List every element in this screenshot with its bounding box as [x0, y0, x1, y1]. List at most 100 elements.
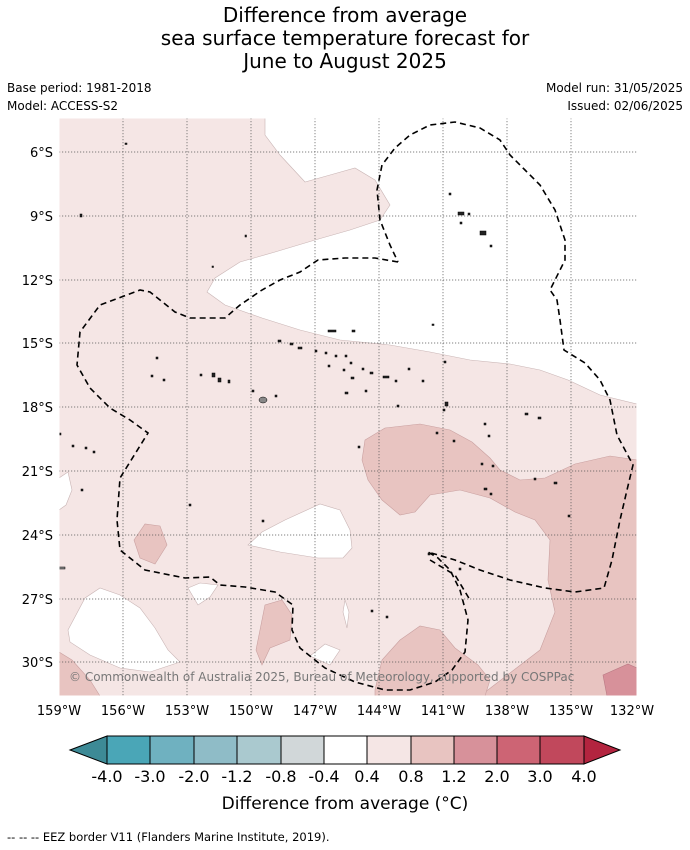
island [350, 376, 355, 380]
title-line-3: June to August 2025 [243, 49, 447, 73]
colorbar-outline [106, 735, 585, 765]
island [251, 389, 255, 393]
island [457, 211, 465, 216]
island [524, 412, 529, 416]
island [297, 346, 303, 350]
island [458, 567, 462, 571]
island [59, 432, 62, 436]
colorbar-label: -3.0 [134, 767, 165, 786]
island [211, 265, 214, 268]
island [188, 503, 192, 507]
lon-label: 144°W [357, 704, 401, 719]
island [370, 609, 374, 613]
island [442, 408, 446, 412]
island [227, 379, 231, 384]
island [244, 234, 247, 238]
neutral-region-small-4 [342, 599, 350, 629]
colorbar-swatch [324, 736, 367, 764]
island [327, 364, 331, 368]
colorbar-label: -4.0 [91, 767, 122, 786]
lon-label: 132°W [610, 704, 654, 719]
gridlines [59, 118, 637, 696]
title-line-2: sea surface temperature forecast for [160, 26, 530, 50]
lon-label: 150°W [229, 704, 273, 719]
lat-label: 12°S [22, 274, 53, 289]
warm-region-southwest-corner [59, 651, 101, 696]
lat-label: 30°S [22, 656, 53, 671]
island [394, 379, 398, 383]
island [199, 373, 203, 377]
island [162, 378, 166, 382]
chart-title: Difference from average sea surface temp… [0, 4, 690, 73]
lat-label: 15°S [22, 337, 53, 352]
islands [59, 142, 571, 619]
island [342, 368, 346, 372]
colorbar-label: -0.4 [308, 767, 339, 786]
island [71, 444, 75, 448]
island [261, 519, 265, 523]
island [431, 323, 435, 326]
island [92, 450, 96, 454]
model-run: Model run: 31/05/2025 [545, 81, 683, 95]
colorbar-swatch [194, 736, 237, 764]
island [448, 192, 452, 196]
colorbar-swatch [281, 736, 324, 764]
island [459, 221, 463, 225]
colorbar-label: 0.4 [354, 767, 379, 786]
neutral-region-north [206, 118, 637, 405]
neutral-region-small-1 [187, 582, 219, 606]
base-period: Base period: 1981-2018 [7, 81, 152, 95]
colorbar-swatch [454, 736, 497, 764]
island [421, 379, 425, 383]
island-tahiti [258, 396, 268, 404]
colorbar-label: 3.0 [527, 767, 552, 786]
eez-footnote: -- -- -- EEZ border V11 (Flanders Marine… [7, 830, 330, 844]
lat-label: 24°S [22, 529, 53, 544]
island [324, 351, 328, 355]
colorbar-swatch [68, 735, 108, 765]
colorbar-label: 1.2 [441, 767, 466, 786]
colorbar-label: 0.8 [398, 767, 423, 786]
lon-label: 147°W [293, 704, 337, 719]
colorbar-label: -1.2 [221, 767, 252, 786]
warm-region-south-center [374, 625, 491, 696]
island [357, 445, 361, 449]
island [327, 329, 337, 333]
island [155, 356, 159, 360]
island [334, 354, 338, 358]
island [491, 464, 495, 468]
issued-date: Issued: 02/06/2025 [567, 99, 683, 113]
island [217, 377, 222, 383]
island [479, 230, 487, 236]
colorbar-tick-labels: -4.0 -3.0 -2.0 -1.2 -0.8 -0.4 0.4 0.8 1.… [91, 767, 596, 786]
island [407, 367, 411, 371]
colorbar-swatch [107, 736, 150, 764]
colorbar-label: -0.8 [265, 767, 296, 786]
island [150, 374, 154, 378]
eez-border [76, 121, 634, 691]
colorbar-swatch [411, 736, 454, 764]
island [84, 446, 88, 450]
island [382, 375, 390, 379]
island [567, 514, 571, 518]
island [385, 615, 389, 619]
island [483, 487, 488, 491]
lon-label: 159°W [37, 704, 81, 719]
eez-border-main [76, 121, 634, 691]
island [344, 391, 349, 395]
colorbar-swatch [540, 736, 584, 764]
sst-anomaly-field: © Commonwealth of Australia 2025, Bureau… [59, 118, 637, 696]
island [314, 349, 318, 353]
island [483, 422, 487, 426]
island [59, 566, 66, 570]
island [351, 329, 356, 333]
colorbar-label: -2.0 [178, 767, 209, 786]
lon-label: 135°W [549, 704, 593, 719]
colorbar-label: 2.0 [484, 767, 509, 786]
copyright-text: © Commonwealth of Australia 2025, Bureau… [69, 670, 574, 684]
island [361, 367, 365, 371]
island [452, 439, 456, 443]
lat-label: 18°S [22, 401, 53, 416]
lat-label: 27°S [22, 593, 53, 608]
warm-region-east [361, 423, 637, 696]
